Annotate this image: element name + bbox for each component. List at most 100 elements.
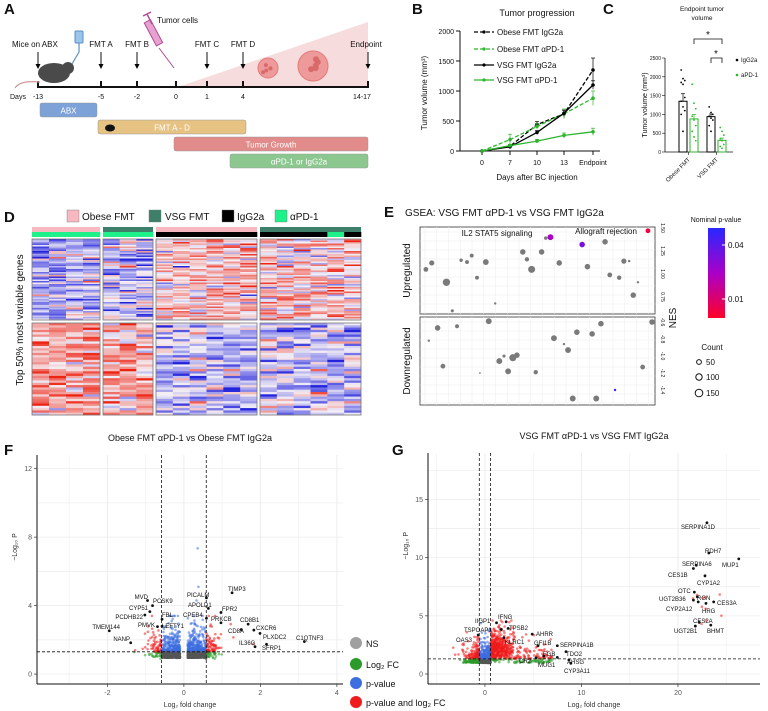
- heatmap-cell: [206, 255, 224, 258]
- heatmap-cell: [344, 410, 362, 413]
- heatmap-cell: [83, 240, 101, 243]
- heatmap-cell: [83, 246, 101, 249]
- heatmap-cell: [49, 275, 67, 277]
- heatmap-cell: [119, 251, 137, 253]
- heatmap-cell: [66, 309, 84, 312]
- heatmap-cell: [344, 323, 362, 326]
- heatmap-cell: [206, 306, 224, 309]
- heatmap-cell: [136, 302, 154, 304]
- heatmap-cell: [189, 389, 207, 393]
- heatmap-cell: [310, 380, 328, 384]
- heatmap-cell: [119, 255, 137, 258]
- heatmap-cell: [206, 254, 224, 256]
- heatmap-cell: [66, 327, 84, 331]
- heatmap-cell: [293, 311, 311, 313]
- heatmap-cell: [293, 362, 311, 365]
- heatmap-cell: [327, 263, 345, 265]
- heatmap-cell: [276, 327, 294, 331]
- heatmap-cell: [83, 392, 101, 395]
- heatmap-cell: [327, 364, 345, 367]
- heatmap-cell: [310, 300, 328, 303]
- gene-point: [141, 647, 144, 651]
- gene-point: [508, 651, 512, 655]
- labeled-gene-point: [205, 616, 208, 620]
- heatmap-cell: [327, 294, 345, 297]
- heatmap-cell: [66, 329, 84, 333]
- heatmap-cell: [136, 308, 154, 310]
- heatmap-cell: [189, 311, 207, 313]
- heatmap-cell: [172, 281, 190, 283]
- gene-point: [152, 639, 156, 642]
- heatmap-cell: [83, 239, 101, 241]
- gene-label: MVD: [135, 595, 149, 601]
- heatmap-cell: [293, 403, 311, 407]
- heatmap-cell: [172, 317, 190, 319]
- gsea-point: [579, 241, 585, 248]
- heatmap-cell: [32, 255, 50, 258]
- gene-point: [486, 650, 489, 654]
- heatmap-cell: [310, 329, 328, 333]
- heatmap-cell: [156, 264, 174, 267]
- heatmap-cell: [206, 332, 224, 335]
- heatmap-cell: [49, 249, 67, 252]
- heatmap-cell: [156, 258, 174, 261]
- heatmap-cell: [103, 332, 120, 335]
- heatmap-cell: [156, 385, 174, 388]
- heatmap-cell: [327, 270, 345, 273]
- x-tick-label: VSG FMT: [697, 157, 720, 180]
- heatmap-cell: [344, 299, 362, 301]
- heatmap-cell: [206, 327, 224, 331]
- heatmap-cell: [276, 369, 294, 372]
- heatmap-cell: [327, 254, 345, 256]
- heatmap-cell: [293, 378, 311, 381]
- gene-point: [215, 647, 218, 650]
- heatmap-cell: [293, 318, 311, 321]
- heatmap-cell: [49, 285, 67, 288]
- heatmap-cell: [310, 398, 328, 402]
- heatmap-cell: [49, 308, 67, 310]
- heatmap-cell: [49, 394, 67, 397]
- heatmap-cell: [83, 248, 101, 250]
- heatmap-cell: [83, 398, 101, 402]
- gene-point: [196, 546, 199, 550]
- labeled-gene-point: [146, 599, 149, 602]
- heatmap-cell: [240, 242, 258, 244]
- heatmap-cell: [172, 357, 190, 361]
- heatmap-cell: [119, 305, 137, 307]
- gene-point: [165, 655, 168, 658]
- heatmap-cell: [172, 369, 190, 372]
- heatmap-cell: [189, 257, 207, 259]
- heatmap-cell: [32, 325, 50, 328]
- x-tick-label: 0: [480, 160, 484, 167]
- heatmap-cell: [260, 248, 278, 250]
- heatmap-cell: [344, 308, 362, 310]
- heatmap-cell: [327, 343, 345, 347]
- heatmap-cell: [156, 294, 174, 297]
- heatmap-cell: [156, 392, 174, 395]
- heatmap-cell: [136, 272, 154, 274]
- tumor-cell-dot: [308, 66, 315, 73]
- heatmap-cell: [66, 396, 84, 400]
- heatmap-cell: [260, 312, 278, 315]
- gene-point: [474, 641, 478, 645]
- heatmap-cell: [66, 339, 84, 342]
- heatmap-cell: [66, 270, 84, 273]
- y-axis-label: −Log₁₀ P: [403, 532, 410, 560]
- heatmap-cell: [119, 339, 137, 342]
- heatmap-cell: [189, 315, 207, 318]
- heatmap-cell: [189, 294, 207, 297]
- heatmap-cell: [276, 323, 294, 326]
- heatmap-cell: [119, 352, 137, 356]
- heatmap-cell: [260, 329, 278, 333]
- gene-point: [217, 652, 221, 656]
- heatmap-cell: [276, 261, 294, 264]
- heatmap-cell: [293, 239, 311, 241]
- heatmap-cell: [344, 359, 362, 363]
- gene-point: [213, 643, 216, 647]
- heatmap-cell: [189, 323, 207, 326]
- heatmap-cell: [189, 284, 207, 286]
- data-point: [508, 143, 512, 148]
- heatmap-cell: [66, 260, 84, 262]
- heatmap-cell: [189, 278, 207, 280]
